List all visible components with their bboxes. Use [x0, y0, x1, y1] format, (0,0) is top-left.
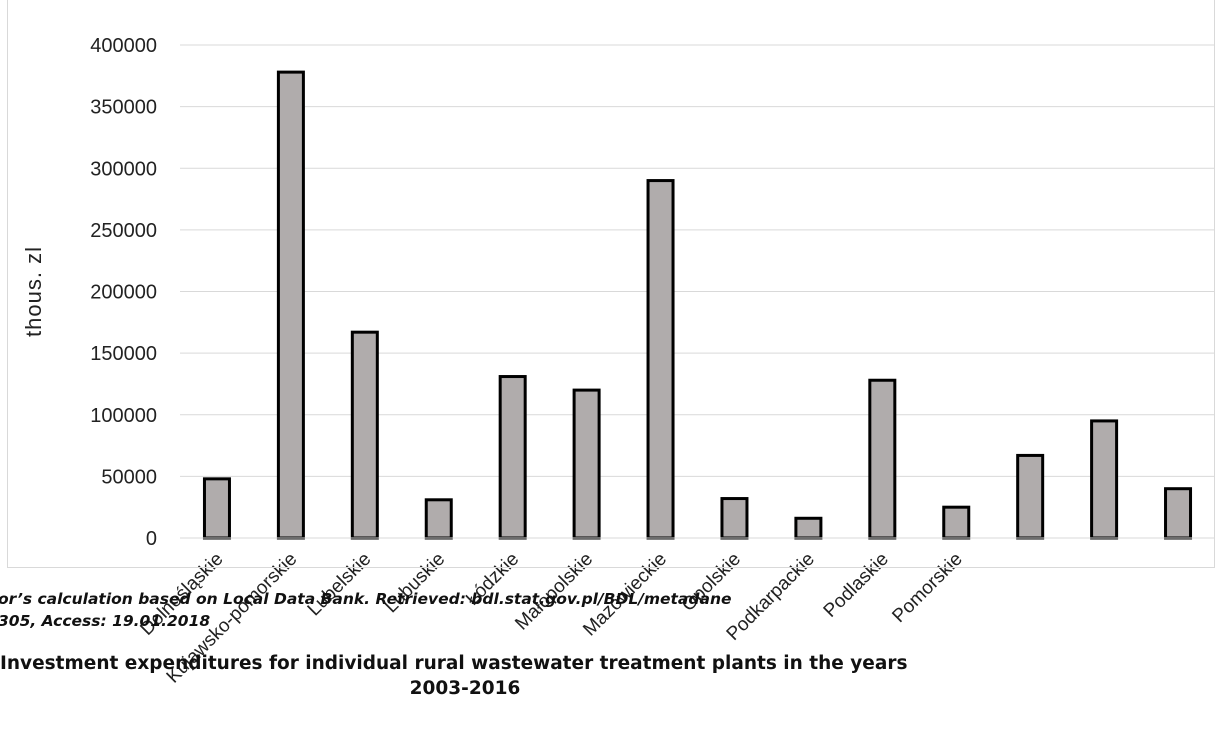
- y-tick-label: 200000: [90, 282, 157, 304]
- y-axis-label: thous. zl: [21, 246, 46, 337]
- y-tick-label: 50000: [101, 466, 157, 488]
- y-tick-label: 300000: [90, 158, 157, 180]
- bar: [350, 330, 379, 540]
- y-tick-label: 150000: [90, 343, 157, 365]
- bar: [1016, 453, 1045, 540]
- bar: [1090, 419, 1119, 540]
- y-tick-label: 400000: [90, 35, 157, 57]
- y-tick-label: 350000: [90, 97, 157, 119]
- figure-title-line-2: 2003-2016: [410, 678, 521, 699]
- bar: [498, 375, 527, 540]
- source-note-line-2: 305, Access: 19.01.2018: [0, 612, 210, 630]
- bar: [646, 179, 675, 540]
- y-axis-tick-labels: 0 50000 100000 150000 200000 250000 300000 3500…: [90, 35, 157, 550]
- bar: [424, 498, 453, 540]
- y-tick-label: 100000: [90, 405, 157, 427]
- bar: [942, 505, 971, 540]
- bar: [868, 378, 897, 540]
- y-tick-label: 0: [146, 528, 157, 550]
- y-tick-label: 250000: [90, 220, 157, 242]
- chart-area-border: [7, 0, 1215, 568]
- bar: [276, 70, 305, 540]
- figure-title-line-1: Investment expenditures for individual r…: [0, 653, 907, 674]
- bars: [202, 70, 1193, 540]
- source-note-line-1: or’s calculation based on Local Data Ban…: [0, 590, 732, 608]
